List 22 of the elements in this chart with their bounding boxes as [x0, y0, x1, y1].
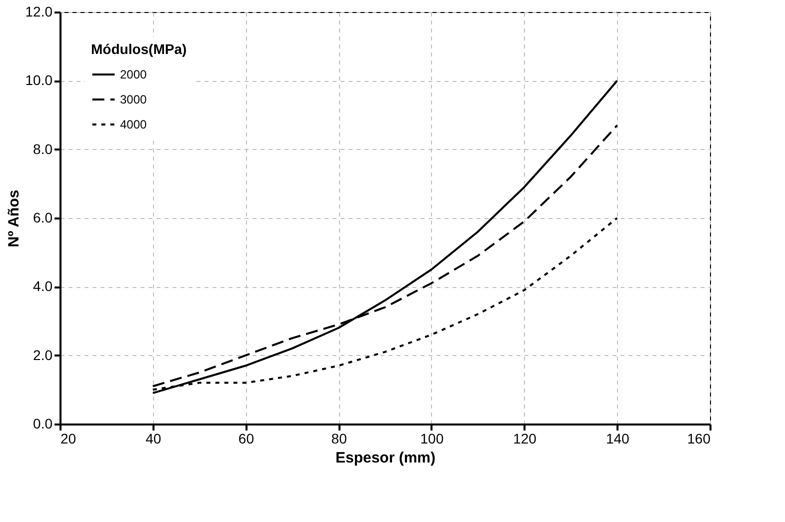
x-axis-title: Espesor (mm): [335, 450, 436, 466]
y-tick-label: 10.0: [25, 72, 53, 88]
x-tick-label: 20: [60, 430, 76, 446]
x-tick-label: 120: [513, 430, 537, 446]
x-tick-label: 80: [331, 430, 348, 446]
y-axis-title: Nº Años: [5, 190, 22, 248]
y-tick-label: 4.0: [33, 278, 53, 294]
legend-label: 3000: [120, 92, 148, 106]
x-tick-label: 60: [238, 430, 254, 446]
x-tick-label: 40: [146, 430, 162, 446]
legend-label: 2000: [120, 68, 148, 82]
line-series: [152, 80, 618, 394]
y-tick-label: 0.0: [33, 416, 53, 432]
y-tick-label: 12.0: [25, 4, 53, 20]
x-tick-label: 100: [420, 430, 444, 446]
x-tick-label: 140: [606, 430, 630, 446]
x-tick-label: 160: [687, 430, 711, 446]
legend-label: 4000: [120, 118, 148, 132]
legend-title: Módulos(MPa): [91, 41, 187, 57]
y-tick-label: 8.0: [33, 140, 53, 157]
y-tick-label: 2.0: [33, 346, 53, 363]
y-tick-label: 6.0: [33, 210, 53, 226]
